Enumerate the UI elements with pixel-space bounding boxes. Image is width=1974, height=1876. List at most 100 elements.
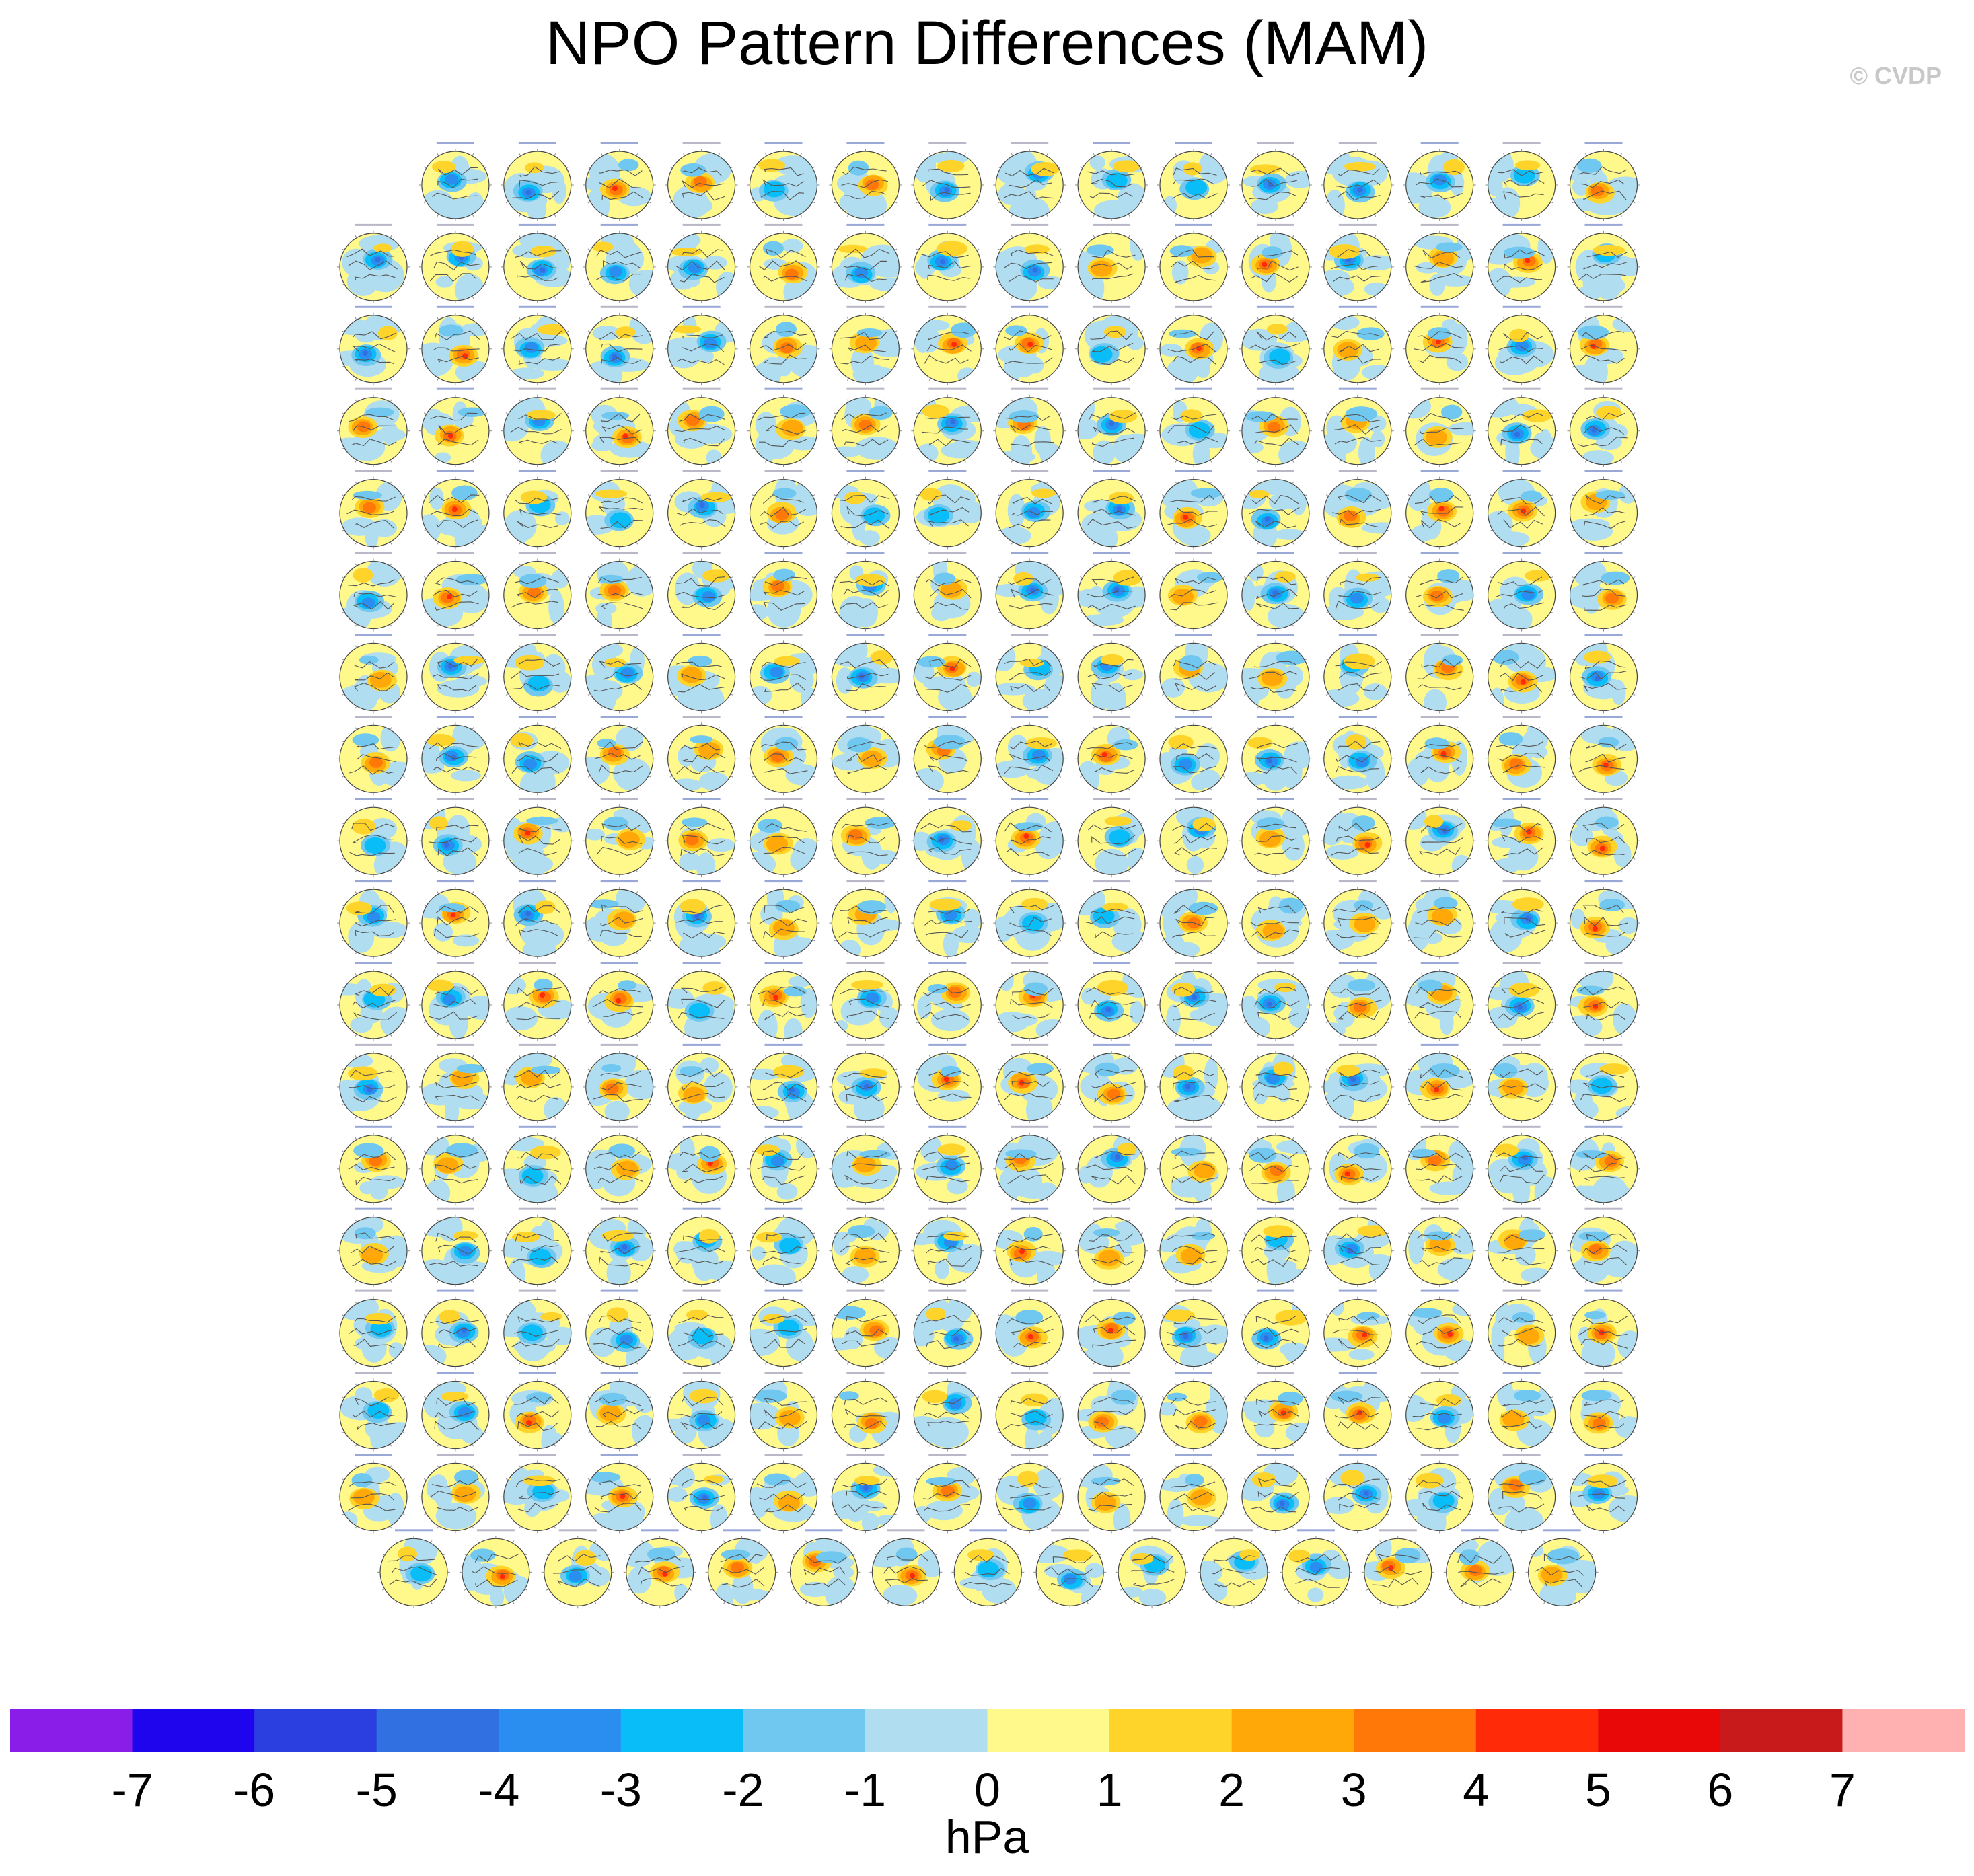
panel-caption [1093, 634, 1131, 636]
panel-caption [682, 880, 721, 883]
panel-caption [682, 634, 721, 636]
map-panel [1321, 470, 1394, 550]
map-panel [1567, 223, 1640, 303]
colorbar-tick-label: 6 [1707, 1764, 1733, 1816]
panel-caption [1093, 962, 1131, 964]
panel-caption [1502, 1289, 1541, 1292]
panel-caption [846, 716, 885, 718]
map-panel [911, 1207, 984, 1287]
panel-caption [846, 1289, 885, 1292]
panel-caption [1093, 552, 1131, 554]
panel-caption [518, 798, 556, 800]
map-panel [1075, 387, 1148, 467]
panel-caption [1011, 1372, 1049, 1374]
map-panel [1443, 1529, 1516, 1609]
panel-caption [355, 716, 392, 718]
panel-caption [682, 1289, 721, 1292]
map-panel [911, 634, 984, 714]
panel-caption [1011, 880, 1049, 883]
map-panel [541, 1529, 614, 1609]
map-panel [501, 798, 574, 878]
map-panel [1321, 716, 1394, 796]
panel-caption [1584, 962, 1623, 964]
panel-caption [1338, 470, 1377, 472]
panel-caption [764, 798, 803, 800]
map-panel [583, 142, 656, 221]
map-panel [665, 552, 738, 632]
map-panel [1157, 1207, 1230, 1287]
panel-caption [1338, 798, 1377, 800]
map-panel [1567, 387, 1640, 467]
map-panel [1403, 1043, 1476, 1123]
colorbar-box [1842, 1709, 1965, 1752]
map-panel [993, 634, 1066, 714]
panel-caption [1502, 1043, 1541, 1046]
panel-caption [1420, 880, 1459, 883]
map-panel [829, 880, 902, 960]
map-panel [583, 387, 656, 467]
map-panel [747, 1454, 820, 1534]
map-panel [829, 1125, 902, 1205]
map-panel [911, 223, 984, 303]
panel-caption [928, 1207, 967, 1210]
panel-caption [518, 962, 556, 964]
map-panel [501, 387, 574, 467]
panel-caption [436, 1289, 474, 1292]
colorbar-box [1109, 1709, 1233, 1752]
map-panel [829, 1289, 902, 1370]
map-panel [747, 552, 820, 632]
colorbar-box [1598, 1709, 1721, 1752]
map-panel [747, 1125, 820, 1205]
map-panel [583, 552, 656, 632]
panel-caption [1011, 223, 1049, 226]
map-panel [337, 1043, 410, 1123]
panel-caption [1011, 305, 1049, 308]
colorbar-box [1475, 1709, 1599, 1752]
map-panel [1239, 470, 1312, 550]
panel-caption [1420, 634, 1459, 636]
panel-caption [641, 1529, 679, 1532]
panel-caption [1175, 305, 1212, 308]
map-panel [1075, 305, 1148, 385]
panel-caption [1584, 1289, 1623, 1292]
map-panel [1567, 634, 1640, 714]
panel-caption [682, 223, 721, 226]
map-panel [1403, 1454, 1476, 1534]
panel-caption [969, 1529, 1007, 1532]
colorbar-tick-label: 1 [1097, 1764, 1123, 1816]
map-panel [1403, 716, 1476, 796]
map-panel [1075, 1372, 1148, 1452]
map-panel [1075, 552, 1148, 632]
panel-caption [1011, 962, 1049, 964]
map-panel [583, 223, 656, 303]
map-panel [1239, 716, 1312, 796]
map-panel [665, 880, 738, 960]
map-panel [911, 387, 984, 467]
panel-caption [1256, 880, 1294, 883]
panel-caption [1093, 798, 1131, 800]
map-panel [1321, 1289, 1394, 1370]
panel-caption [395, 1529, 433, 1532]
panel-caption [928, 223, 967, 226]
panel-caption [846, 1207, 885, 1210]
panel-caption [682, 798, 721, 800]
map-panel [1239, 880, 1312, 960]
map-panel [337, 223, 410, 303]
panel-caption [518, 716, 556, 718]
panel-caption [436, 798, 474, 800]
map-panel [1485, 1289, 1558, 1370]
map-panel [1157, 1454, 1230, 1534]
panel-caption [1011, 1454, 1049, 1456]
panel-caption [1502, 1207, 1541, 1210]
map-panel [1403, 1125, 1476, 1205]
panel-caption [1256, 1207, 1294, 1210]
map-panel [993, 1372, 1066, 1452]
map-panel [911, 962, 984, 1041]
map-panel [747, 1289, 820, 1370]
map-panel [665, 1454, 738, 1534]
panel-caption [1093, 880, 1131, 883]
panel-caption [518, 1043, 556, 1046]
panel-caption [682, 1454, 721, 1456]
panel-caption [1175, 470, 1212, 472]
map-panel [993, 1043, 1066, 1123]
